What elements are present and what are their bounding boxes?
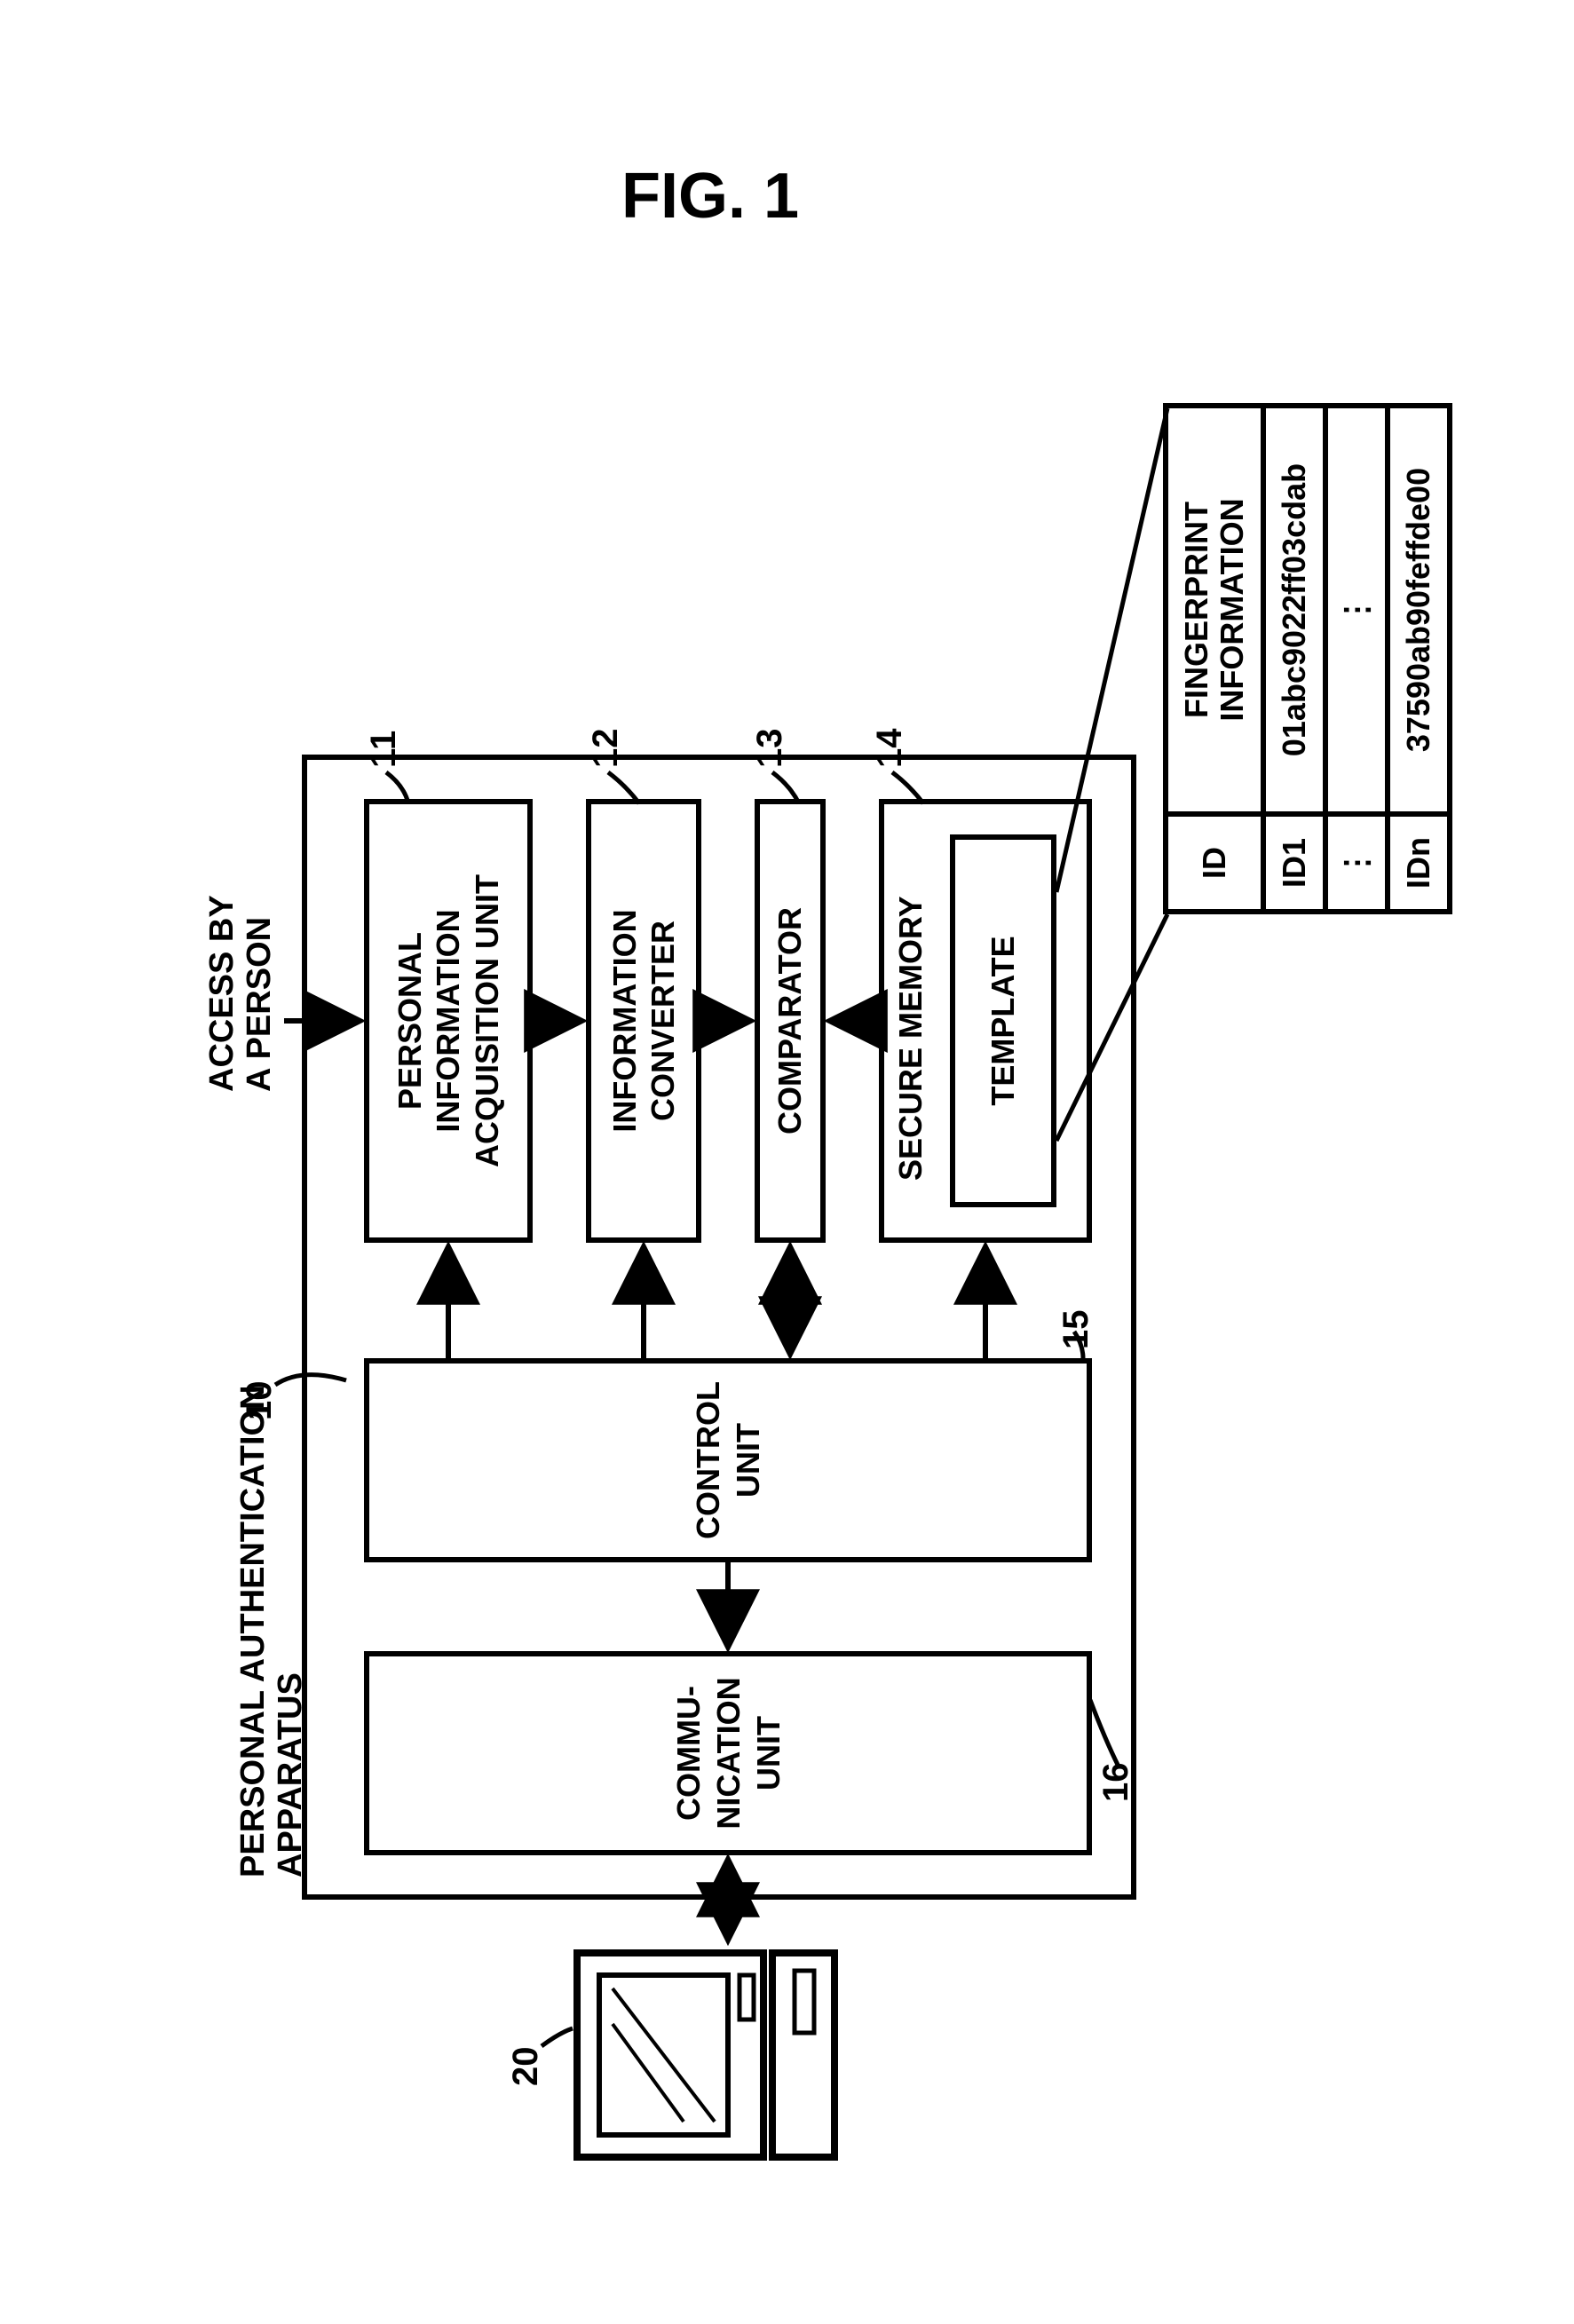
diagram-rotated: PERSONAL AUTHENTICATION APPARATUS 10 ACC… (186, 320, 1429, 2184)
ref-11: 11 (364, 731, 404, 768)
ref-12: 12 (586, 729, 626, 769)
page: FIG. 1 PERSONAL AUTHENTICATION APPARATUS… (0, 0, 1574, 2324)
td-id1: ID1 (1263, 814, 1325, 912)
comm-unit-box: COMMU- NICATION UNIT (364, 1651, 1092, 1855)
comparator-box: COMPARATOR (755, 799, 826, 1243)
td-fp-dots: ⋮ (1325, 406, 1388, 814)
apparatus-title: PERSONAL AUTHENTICATION APPARATUS (235, 1385, 310, 1877)
td-idn: IDn (1388, 814, 1450, 912)
th-fp: FINGERPRINT INFORMATION (1166, 406, 1263, 814)
acquisition-box: PERSONAL INFORMATION ACQUISITION UNIT (364, 799, 533, 1243)
td-fpn: 37590ab90feffde00 (1388, 406, 1450, 814)
converter-box: INFORMATION CONVERTER (586, 799, 701, 1243)
access-label: ACCESS BY A PERSON (204, 895, 279, 1092)
ref-20: 20 (506, 2047, 546, 2087)
th-id: ID (1166, 814, 1263, 912)
ref-10: 10 (240, 1381, 280, 1421)
template-box: TEMPLATE (950, 834, 1056, 1207)
td-id-dots: ⋮ (1325, 814, 1388, 912)
template-table: ID FINGERPRINT INFORMATION ID1 01abc9022… (1163, 403, 1452, 914)
ref-16: 16 (1096, 1763, 1136, 1803)
td-fp1: 01abc9022ff03cdab (1263, 406, 1325, 814)
figure-title: FIG. 1 (621, 160, 799, 233)
secure-memory-label: SECURE MEMORY (892, 896, 929, 1181)
ref-14: 14 (870, 729, 910, 769)
ref-13: 13 (750, 729, 790, 769)
ref-15: 15 (1056, 1310, 1096, 1350)
computer-icon (568, 1944, 843, 2166)
control-unit-box: CONTROL UNIT (364, 1358, 1092, 1562)
